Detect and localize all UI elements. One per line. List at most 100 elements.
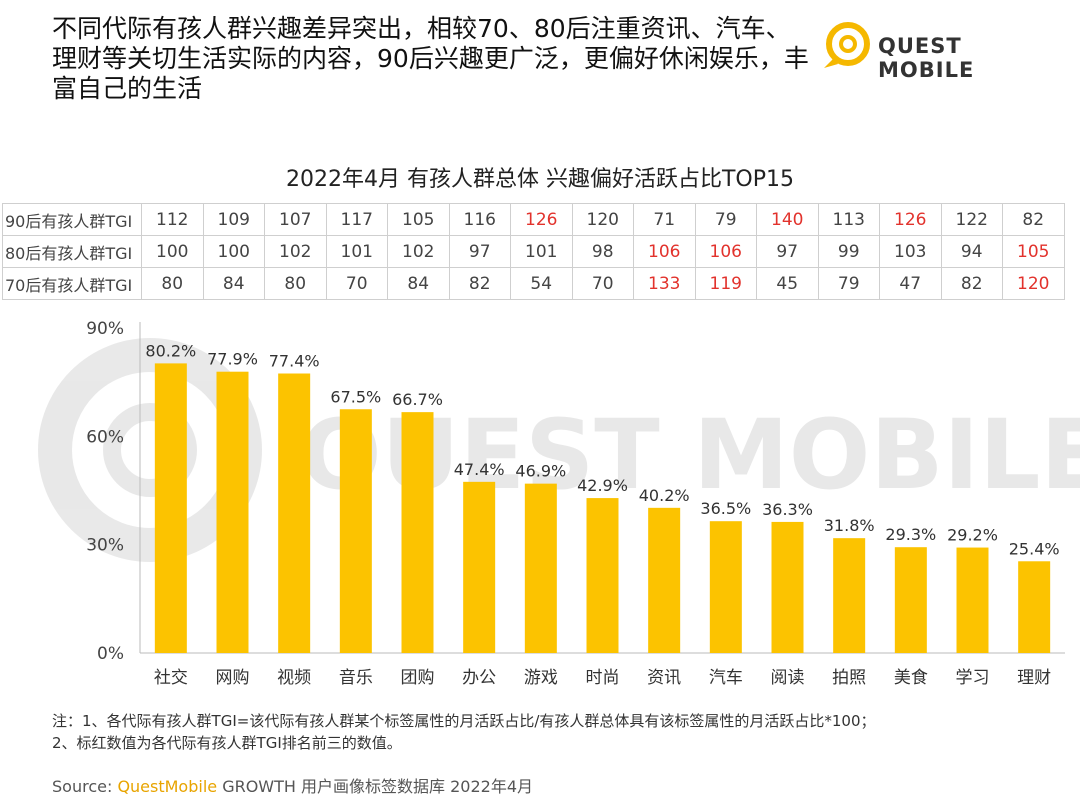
x-tick-label: 网购 [216,668,250,688]
bar [709,521,742,653]
tgi-cell: 80 [141,267,204,300]
source-brand: QuestMobile [117,777,218,796]
bar [586,498,619,653]
data-label: 67.5% [330,387,381,406]
tgi-row: 80后有孩人群TGI 100 100 102 101 102 97 101 98 106 106 97… [2,235,1065,268]
x-tick-label: 拍照 [832,668,866,688]
tgi-cell: 100 [202,235,265,268]
bar [771,521,804,653]
tgi-cell: 103 [879,235,942,268]
x-tick-label: 视频 [277,668,311,688]
footnote: 注：1、各代际有孩人群TGI=该代际有孩人群某个标签属性的月活跃占比/有孩人群总… [52,710,876,754]
data-label: 42.9% [577,476,628,495]
data-label: 66.7% [392,390,443,409]
tgi-cell: 106 [633,235,696,268]
y-tick-label: 0% [97,644,124,664]
tgi-row-label: 80后有孩人群TGI [2,235,142,268]
data-label: 80.2% [145,341,196,360]
tgi-cell: 105 [1002,235,1065,268]
tgi-cell: 105 [387,203,450,236]
tgi-row: 70后有孩人群TGI 80 84 80 70 84 82 54 70 133 119 45 79 47 82… [2,267,1065,300]
bar [524,483,557,653]
tgi-cell: 45 [756,267,819,300]
x-tick-label: 资讯 [647,668,681,688]
tgi-cell: 117 [325,203,388,236]
tgi-cell: 100 [141,235,204,268]
tgi-cell: 102 [264,235,327,268]
tgi-cell: 122 [940,203,1003,236]
bar [154,363,187,653]
source-line: Source: QuestMobile GROWTH 用户画像标签数据库 202… [52,773,533,797]
data-label: 36.3% [762,500,813,519]
tgi-cell: 82 [448,267,511,300]
tgi-cell: 71 [633,203,696,236]
bar [894,547,927,653]
footnote-line-1: 注：1、各代际有孩人群TGI=该代际有孩人群某个标签属性的月活跃占比/有孩人群总… [52,712,876,730]
y-tick-label: 60% [86,427,124,447]
tgi-cell: 80 [264,267,327,300]
tgi-cell: 120 [571,203,634,236]
bar [278,373,311,653]
data-label: 29.2% [947,526,998,545]
x-tick-label: 社交 [154,668,188,688]
data-label: 77.9% [207,350,258,369]
tgi-cell: 107 [264,203,327,236]
bar [833,538,866,653]
logo-wordmark: QUEST MOBILE [878,34,975,82]
x-tick-label: 音乐 [339,668,373,688]
bar [401,412,434,653]
tgi-cell: 109 [202,203,265,236]
tgi-cell: 94 [940,235,1003,268]
x-tick-label: 学习 [956,668,990,688]
data-label: 25.4% [1009,539,1060,558]
tgi-cell: 126 [510,203,573,236]
tgi-cell: 116 [448,203,511,236]
bar [956,547,989,653]
data-label: 31.8% [824,516,875,535]
tgi-cell: 97 [756,235,819,268]
data-label: 46.9% [515,462,566,481]
tgi-cell: 84 [387,267,450,300]
tgi-cell: 101 [510,235,573,268]
x-tick-label: 团购 [401,668,435,688]
questmobile-logo: QUEST MOBILE [820,14,1050,82]
tgi-cell: 102 [387,235,450,268]
bar [1018,561,1051,653]
watermark: QUEST MOBILE [38,338,1080,562]
tgi-row-label: 90后有孩人群TGI [2,203,142,236]
footnote-line-2: 2、标红数值为各代际有孩人群TGI排名前三的数值。 [52,734,402,752]
source-prefix: Source: [52,777,118,796]
tgi-cell: 119 [694,267,757,300]
tgi-cell: 82 [940,267,1003,300]
x-tick-label: 美食 [894,668,928,688]
data-label: 36.5% [700,499,751,518]
data-label: 47.4% [454,460,505,479]
tgi-cell: 70 [571,267,634,300]
x-tick-label: 阅读 [771,668,805,688]
watermark-inner-ring [103,403,197,497]
data-label: 77.4% [269,352,320,371]
data-label: 29.3% [885,525,936,544]
data-label: 40.2% [639,486,690,505]
tgi-cell: 70 [325,267,388,300]
tgi-cell: 133 [633,267,696,300]
tgi-row-label: 70后有孩人群TGI [2,267,142,300]
tgi-cell: 113 [817,203,880,236]
tgi-row: 90后有孩人群TGI 112 109 107 117 105 116 126 120 71 79 14… [2,203,1065,236]
chart-title: 2022年4月 有孩人群总体 兴趣偏好活跃占比TOP15 [286,167,794,192]
tgi-cell: 54 [510,267,573,300]
page-headline: 不同代际有孩人群兴趣差异突出，相较70、80后注重资讯、汽车、理财等关切生活实际… [52,14,809,103]
bar [339,409,372,653]
tgi-cell: 106 [694,235,757,268]
tgi-cell: 98 [571,235,634,268]
tgi-cell: 79 [817,267,880,300]
x-tick-label: 理财 [1017,668,1051,688]
tgi-cell: 47 [879,267,942,300]
tgi-cell: 120 [1002,267,1065,300]
tgi-cell: 84 [202,267,265,300]
tgi-cell: 140 [756,203,819,236]
tgi-cell: 112 [141,203,204,236]
x-tick-label: 办公 [462,668,496,688]
bar-chart: QUEST MOBILE 0% 30% 60% 90% 80.2% 社交 77.9% 网购 77.… [38,319,1080,688]
bar [216,371,249,653]
